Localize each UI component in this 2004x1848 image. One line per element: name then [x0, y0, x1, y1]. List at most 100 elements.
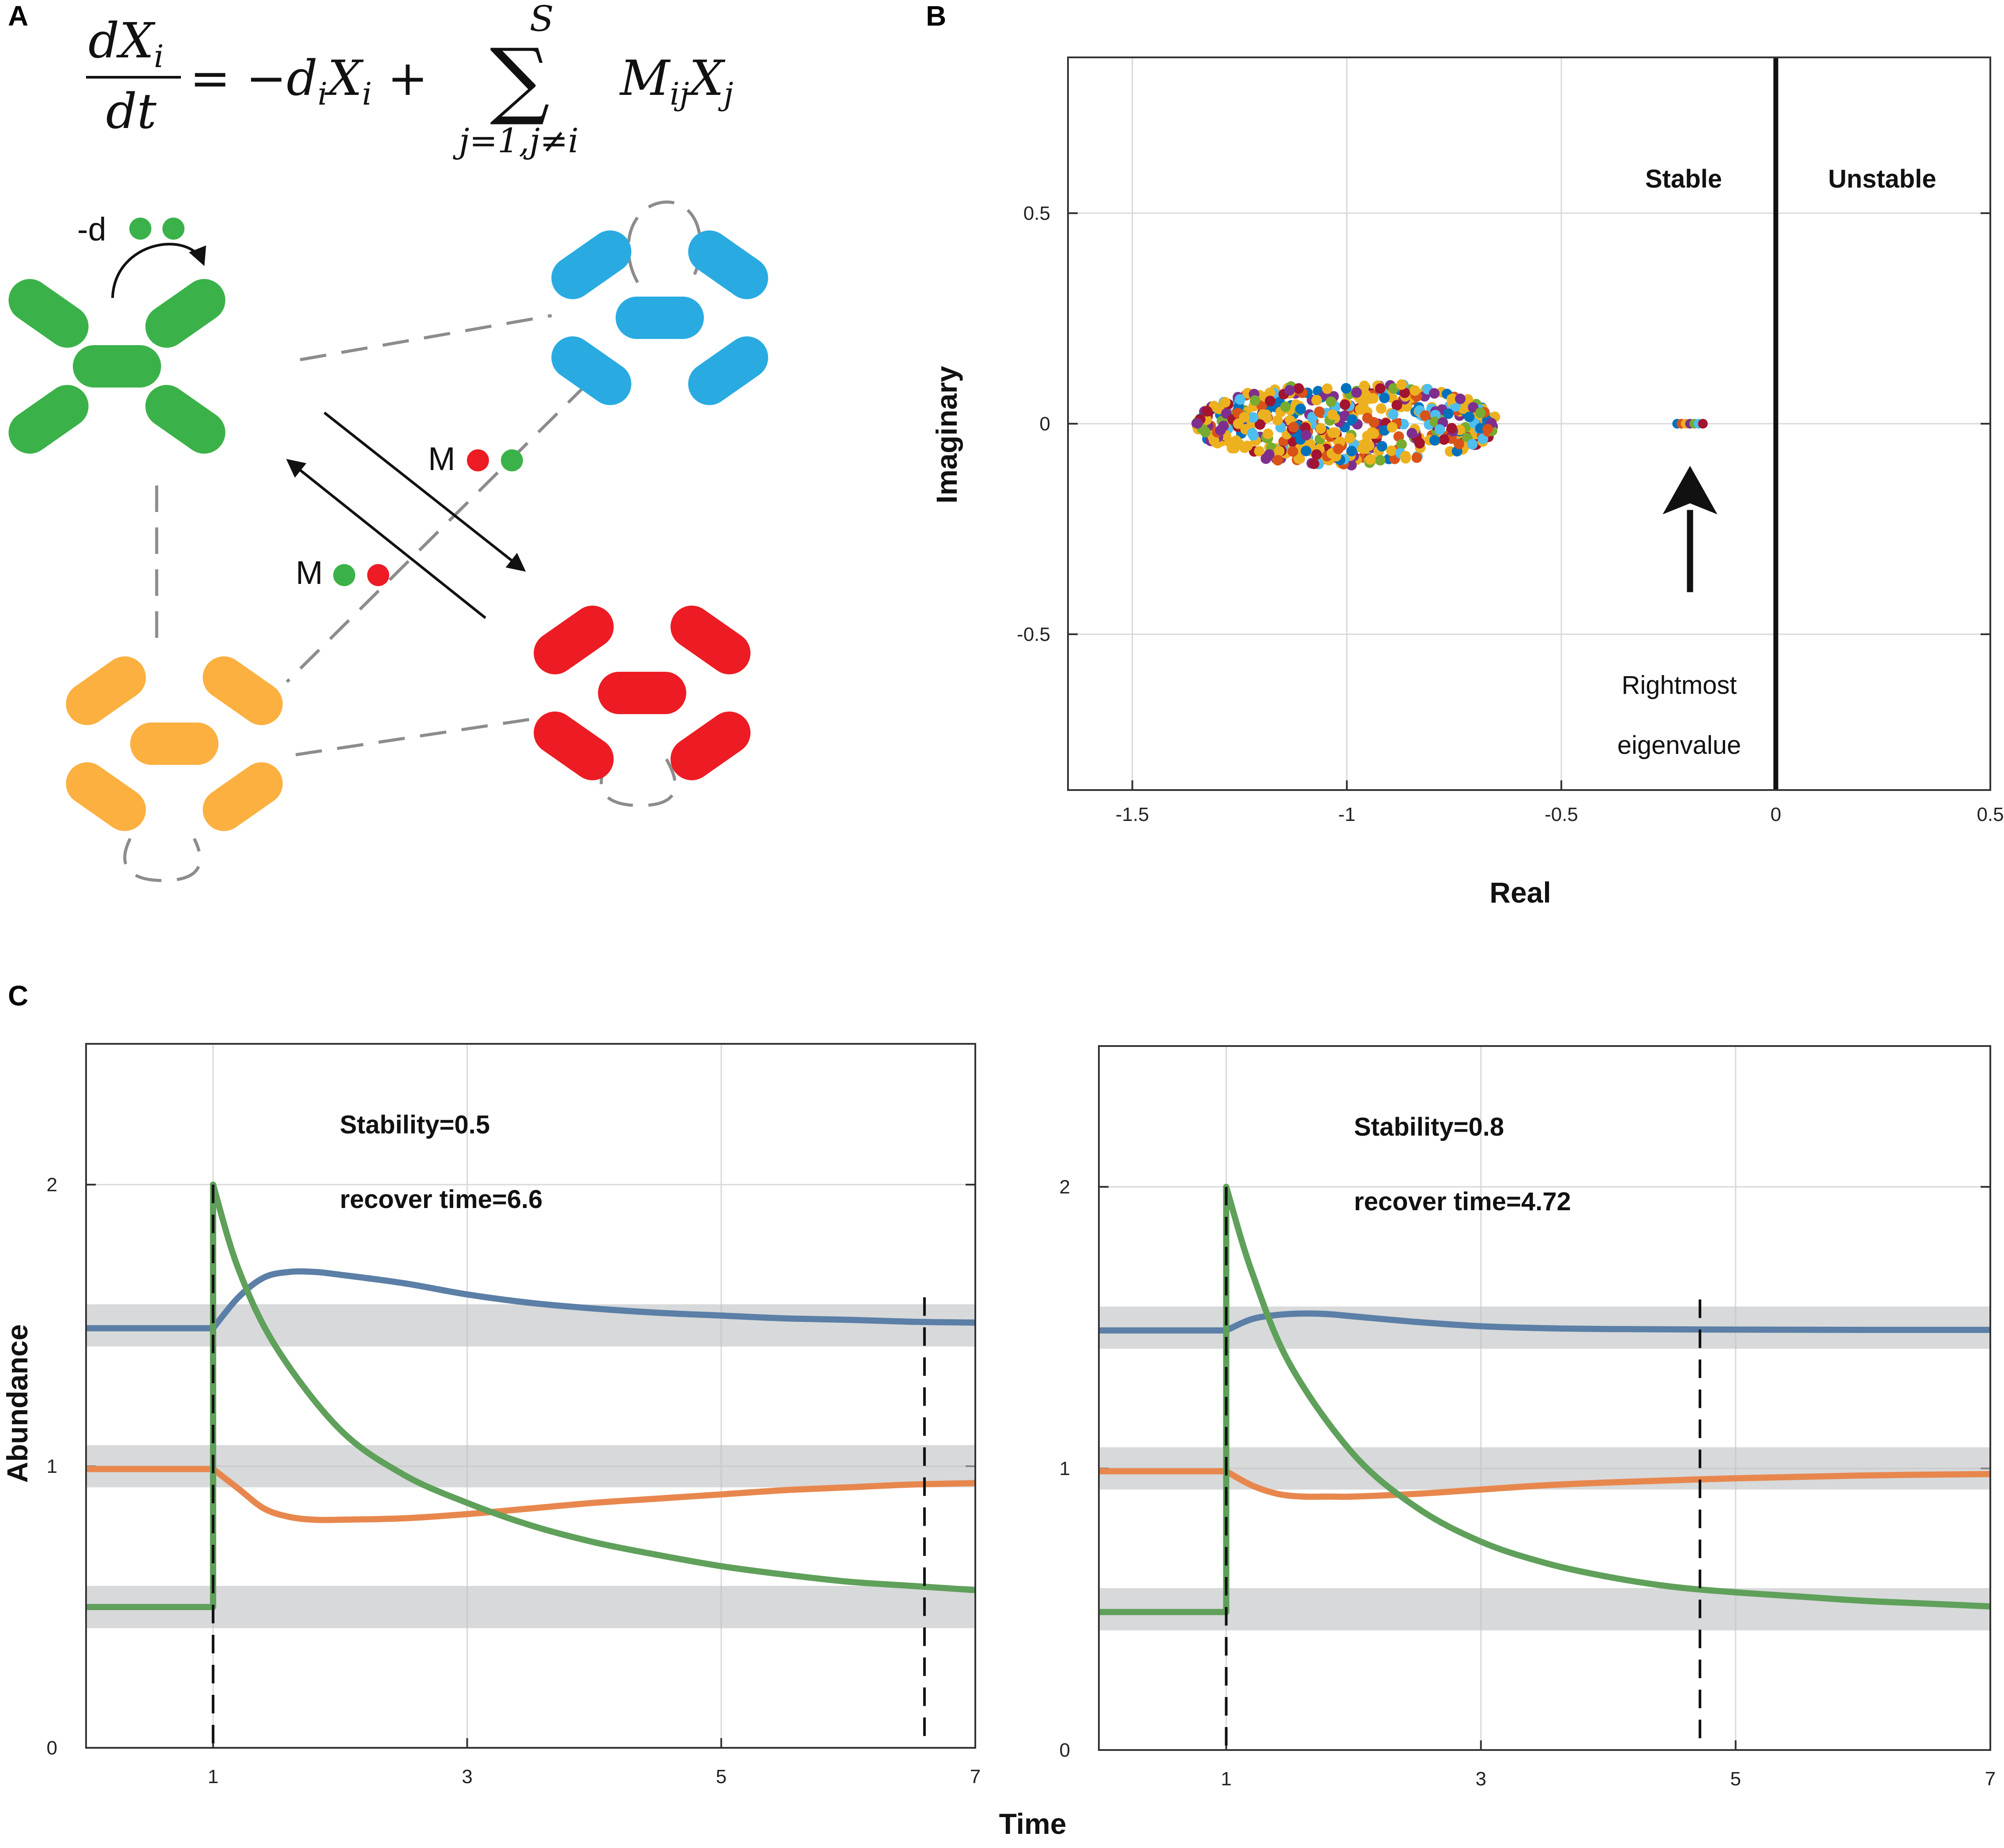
eigenvalue-point: [1360, 389, 1371, 400]
interaction-label-m2: M: [296, 554, 323, 591]
time-markers: [211, 1185, 926, 1748]
eigenvalue-point: [1468, 402, 1479, 413]
y-axis-title-abundance: Abundance: [1, 1324, 34, 1483]
y-tick-label: 1: [47, 1456, 57, 1477]
eigenvalue-point: [1311, 395, 1322, 406]
bacterium-cell: [73, 345, 161, 388]
eigenvalue-point: [1434, 424, 1445, 435]
eigenvalue-point: [1264, 388, 1275, 399]
x-tick-label: 3: [1475, 1768, 1486, 1790]
recovery-chart-right: 1 3 5 7 0 1 2 Stability=0.8 recover time=4.72: [1060, 1045, 1996, 1790]
species-red-cluster: [534, 606, 751, 780]
eigenvalue-point: [1192, 418, 1203, 429]
bacterium-cell: [66, 762, 146, 831]
self-loss-arrow: [111, 243, 206, 298]
eigenvalue-point: [1411, 452, 1422, 463]
x-tick-label: 0.5: [1977, 804, 2004, 825]
eigenvalue-point: [1247, 428, 1258, 439]
eigenvalue-point: [1344, 433, 1355, 444]
bacterium-cell: [551, 336, 632, 405]
equilibrium-band: [86, 1586, 975, 1628]
bacterium-cell: [145, 279, 226, 348]
rightmost-arrow-head: [1662, 466, 1718, 515]
eigenvalue-point: [1202, 406, 1213, 417]
abundance-series: [86, 1182, 976, 1610]
eigenvalue-point: [1410, 385, 1421, 396]
eigenvalue-point: [1264, 449, 1275, 460]
eigenvalue-point: [1254, 446, 1265, 457]
eigenvalue-point: [1341, 383, 1352, 394]
x-tick-label: -1: [1338, 804, 1355, 825]
eigenvalue-point: [1375, 383, 1386, 394]
series-line-blue: [1099, 1310, 1991, 1334]
series-line-green: [86, 1182, 976, 1610]
x-tick-labels: 1 3 5 7: [208, 1766, 981, 1788]
x-tick-label: -1.5: [1116, 804, 1149, 825]
series-line-orange: [1099, 1468, 1991, 1500]
plot-frame: [85, 1043, 976, 1749]
equation-denominator: dt: [106, 83, 157, 139]
eigenvalue-point: [1327, 409, 1338, 420]
time-markers: [1225, 1187, 1702, 1750]
interaction-diagram: -d M M: [8, 200, 768, 882]
bacterium-cell: [66, 656, 146, 725]
eigenvalue-point: [1326, 396, 1337, 407]
plot-area: [1099, 1046, 1990, 1750]
eigenvalue-point: [1294, 453, 1305, 464]
eigenvalue-point: [1429, 388, 1440, 399]
eigenvalue-point: [1458, 403, 1469, 414]
eigenvalue-point: [1265, 395, 1276, 406]
recover-time-annotation: recover time=4.72: [1354, 1187, 1571, 1216]
self-loop-orange: [123, 838, 202, 882]
eigenvalue-point: [1333, 444, 1344, 455]
eigenvalue-point: [1220, 397, 1231, 408]
sum-symbol: ∑: [490, 30, 550, 128]
eigenvalue-point: [1369, 428, 1380, 439]
sum-lower-limit: j=1,j≠i: [453, 121, 579, 160]
x-tick-labels: -1.5 -1 -0.5 0 0.5: [1116, 804, 2004, 825]
eigenvalue-point: [1439, 434, 1450, 445]
eigenvalue-point: [1248, 412, 1259, 423]
eigenvalue-point: [1311, 449, 1322, 460]
model-equation: dXi dt = −diXi + S ∑ j=1,j≠i MijXj: [86, 0, 733, 160]
equation-sum-term: MijXj: [619, 50, 733, 112]
sum-upper-limit: S: [530, 0, 554, 39]
bacterium-cell: [130, 723, 218, 765]
x-tick-label: -0.5: [1545, 804, 1578, 825]
panel-label-b: B: [926, 0, 946, 32]
abundance-series: [1099, 1184, 1991, 1615]
bacterium-cell: [670, 711, 751, 780]
self-loss-label: -d: [77, 211, 106, 248]
bacterium-cell: [688, 336, 768, 405]
interaction-links: [123, 200, 702, 882]
eigenvalue-point: [1365, 454, 1376, 465]
bacterium-cell: [8, 279, 89, 348]
eigenvalue-point: [1376, 441, 1387, 452]
x-tick-label: 7: [970, 1766, 981, 1788]
eigenvalue-point: [1396, 439, 1407, 450]
equilibrium-band: [86, 1304, 975, 1347]
eigenvalue-point: [1414, 438, 1425, 449]
eigenvalue-point: [1386, 445, 1397, 456]
plot-area: [86, 1044, 975, 1748]
self-loop-blue: [627, 200, 702, 283]
eigenvalue-point: [1327, 427, 1338, 438]
green-dot: [501, 449, 523, 471]
eigenvalue-point: [1315, 423, 1326, 434]
eigenvalue-point: [1339, 399, 1350, 410]
stability-annotation: Stability=0.5: [340, 1110, 490, 1139]
eigenvalue-point: [1263, 428, 1274, 439]
panel-label-c: C: [8, 980, 28, 1012]
eigenvalue-point: [1429, 435, 1440, 446]
x-tick-label: 5: [716, 1766, 726, 1788]
y-tick-label: 0: [1040, 413, 1050, 435]
eigenvalue-point: [1400, 451, 1411, 462]
equilibrium-bands: [86, 1304, 975, 1628]
eigenvalue-point: [1387, 409, 1399, 420]
series-line-green: [1099, 1184, 1991, 1615]
x-tick-label: 0: [1771, 804, 1781, 825]
bacterium-cell: [145, 385, 226, 454]
plot-frame: [1067, 56, 1991, 791]
region-label-stable: Stable: [1645, 165, 1722, 193]
eigenvalue-point: [1239, 412, 1250, 423]
